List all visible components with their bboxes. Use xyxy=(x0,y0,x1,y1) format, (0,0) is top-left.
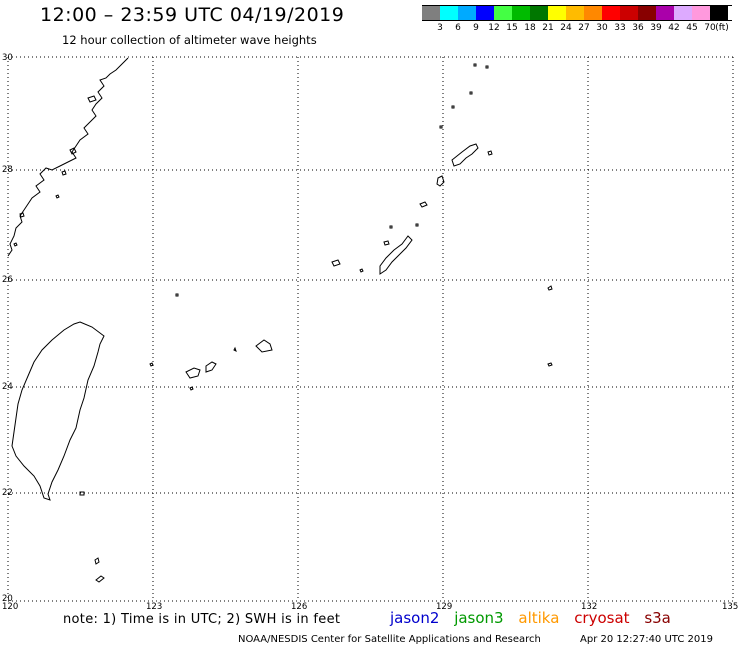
legend-label: 24 xyxy=(560,23,572,33)
taiwan-islet xyxy=(79,491,85,496)
lat-label-28: 28 xyxy=(2,165,13,175)
credit-line: NOAA/NESDIS Center for Satellite Applica… xyxy=(238,634,541,645)
legend-label: 6 xyxy=(455,23,461,33)
legend-label: 21 xyxy=(542,23,554,33)
legend-swatch xyxy=(548,6,566,20)
legend-label: 39 xyxy=(650,23,662,33)
legend-swatch xyxy=(458,6,476,20)
legend-labels: 3 6 9 12 15 18 21 24 27 30 33 36 39 42 45 70 (ft) xyxy=(422,21,732,35)
satellite-cryosat: cryosat xyxy=(574,609,630,627)
satellite-s3a: s3a xyxy=(644,609,671,627)
legend-swatch xyxy=(656,6,674,20)
lon-label-129: 129 xyxy=(436,602,453,612)
ishigaki-island xyxy=(255,339,273,353)
legend-label: 36 xyxy=(632,23,644,33)
legend-swatch xyxy=(422,6,440,20)
lat-label-30: 30 xyxy=(2,53,13,63)
legend-swatch xyxy=(692,6,710,20)
taiwan-island xyxy=(11,321,105,501)
legend-label: 30 xyxy=(596,23,608,33)
satellite-altika: altika xyxy=(518,609,560,627)
generated-timestamp: Apr 20 12:27:40 UTC 2019 xyxy=(580,634,713,645)
lon-label-120: 120 xyxy=(2,602,19,612)
legend-swatch xyxy=(674,6,692,20)
legend-label: 18 xyxy=(524,23,536,33)
map-subtitle: 12 hour collection of altimeter wave hei… xyxy=(62,33,317,47)
satellite-legend: jason2 jason3 altika cryosat s3a xyxy=(390,609,681,627)
legend-swatch xyxy=(476,6,494,20)
lon-label-132: 132 xyxy=(581,602,598,612)
legend-label: 70 xyxy=(704,23,716,33)
legend-label: (ft) xyxy=(715,23,729,33)
lat-label-24: 24 xyxy=(2,382,13,392)
legend-label: 15 xyxy=(506,23,518,33)
green-island xyxy=(94,557,100,565)
legend-swatch xyxy=(566,6,584,20)
map-title: 12:00 – 23:59 UTC 04/19/2019 xyxy=(40,4,345,26)
okinawa-island xyxy=(379,235,413,275)
lon-label-123: 123 xyxy=(146,602,163,612)
orchid-island xyxy=(95,575,105,583)
satellite-jason3: jason3 xyxy=(454,609,504,627)
legend-label: 3 xyxy=(437,23,443,33)
lat-label-26: 26 xyxy=(2,275,13,285)
legend-label: 9 xyxy=(473,23,479,33)
legend-swatch xyxy=(620,6,638,20)
footer-note: note: 1) Time is in UTC; 2) SWH is in fe… xyxy=(63,612,341,627)
legend-label: 42 xyxy=(668,23,680,33)
legend-swatch xyxy=(584,6,602,20)
lat-label-20: 20 xyxy=(2,594,13,604)
amami-oshima xyxy=(451,143,479,167)
legend-swatch xyxy=(512,6,530,20)
lat-label-22: 22 xyxy=(2,488,13,498)
graticule xyxy=(8,57,733,601)
legend-swatch xyxy=(710,6,728,20)
legend-swatch xyxy=(530,6,548,20)
miyako-island xyxy=(185,367,201,379)
legend-label: 45 xyxy=(686,23,698,33)
map-frame xyxy=(7,56,734,602)
china-coastal-islands xyxy=(13,95,97,247)
lon-label-126: 126 xyxy=(291,602,308,612)
legend-swatch xyxy=(638,6,656,20)
legend-label: 12 xyxy=(488,23,500,33)
lon-label-135: 135 xyxy=(722,602,739,612)
legend-label: 33 xyxy=(614,23,626,33)
legend-swatch xyxy=(440,6,458,20)
legend-swatch xyxy=(494,6,512,20)
legend-label: 27 xyxy=(578,23,590,33)
satellite-jason2: jason2 xyxy=(390,609,440,627)
legend-swatch xyxy=(602,6,620,20)
china-coastline xyxy=(7,57,129,257)
legend-swatches xyxy=(422,5,732,21)
ryukyu-islands xyxy=(149,63,553,391)
wave-height-legend: 3 6 9 12 15 18 21 24 27 30 33 36 39 42 45 70 (ft) xyxy=(422,5,732,35)
